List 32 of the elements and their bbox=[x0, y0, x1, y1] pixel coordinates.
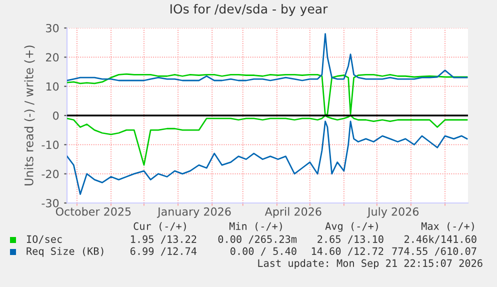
text: 14.60 /12.72 bbox=[312, 247, 384, 256]
y-axis-title: Units read (-) / write (+) bbox=[24, 46, 35, 186]
text: 2.46k/141.60 bbox=[404, 235, 476, 244]
legend-label: IO/sec bbox=[26, 235, 62, 244]
line-series bbox=[67, 33, 468, 82]
text: Min (-/+) bbox=[229, 222, 282, 232]
x-tick-label: January 2026 bbox=[156, 207, 231, 218]
y-tick-label: -30 bbox=[42, 198, 59, 208]
text: Cur (-/+) bbox=[134, 222, 186, 232]
y-tick-label: 30 bbox=[46, 24, 59, 32]
y-tick-label: 10 bbox=[46, 82, 59, 91]
line-series bbox=[67, 73, 468, 116]
text: 6.99 /12.74 bbox=[130, 247, 197, 256]
text: Max (-/+) bbox=[421, 222, 474, 232]
text: 2.65 /13.10 bbox=[318, 235, 384, 244]
x-tick-label: October 2025 bbox=[56, 207, 131, 216]
text: 774.55 /610.07 bbox=[392, 247, 476, 256]
text: 0.00 /265.23m bbox=[218, 235, 297, 244]
text: Last update: Mon Sep 21 22:15:07 2026 bbox=[258, 259, 482, 269]
text: 0.00 / 5.40 bbox=[230, 247, 296, 256]
text: Avg (-/+) bbox=[325, 222, 378, 232]
y-tick-label: 20 bbox=[46, 53, 59, 62]
line-series bbox=[67, 120, 468, 195]
y-tick-label: -10 bbox=[42, 140, 59, 150]
y-tick-label: 0 bbox=[53, 111, 59, 120]
x-tick-label: April 2026 bbox=[264, 207, 322, 218]
legend-label: Req Size (KB) bbox=[26, 247, 104, 257]
chart-title: IOs for /dev/sda - by year bbox=[170, 4, 328, 16]
x-tick-label: July 2026 bbox=[366, 207, 419, 218]
y-tick-label: -20 bbox=[42, 170, 59, 178]
line-series bbox=[67, 114, 468, 166]
text: 1.95 /13.22 bbox=[131, 235, 196, 244]
